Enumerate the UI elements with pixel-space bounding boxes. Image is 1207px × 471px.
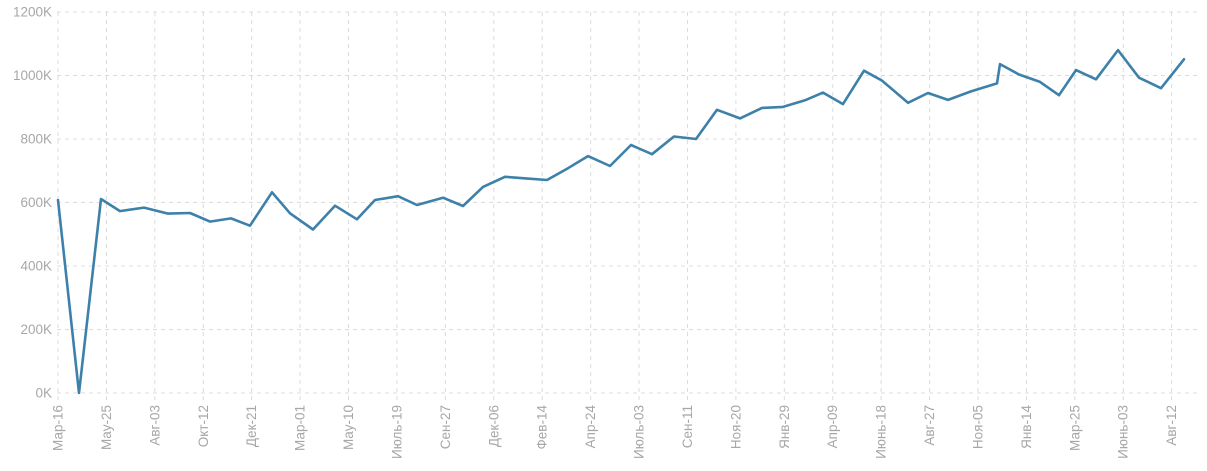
x-tick-label: May-25 bbox=[99, 405, 114, 450]
x-tick-label: Сен-27 bbox=[438, 405, 453, 449]
x-tick-label: Янв-14 bbox=[1019, 405, 1034, 449]
y-tick-label: 0K bbox=[35, 386, 52, 401]
x-tick-label: May-10 bbox=[341, 405, 356, 450]
x-tick-label: Авг-03 bbox=[147, 405, 162, 446]
data-series bbox=[56, 48, 1186, 395]
y-tick-label: 800K bbox=[20, 132, 52, 147]
x-tick-label: Апр-09 bbox=[825, 405, 840, 448]
y-tick-label: 600K bbox=[20, 195, 52, 210]
series-line[interactable] bbox=[56, 48, 1186, 395]
x-tick-label: Окт-12 bbox=[196, 405, 211, 447]
x-axis-tick-labels: Мар-16 May-25 Авг-03 Окт-12 Дек-21 Мар-01 May-… bbox=[51, 405, 1180, 459]
x-tick-label: Авг-12 bbox=[1164, 405, 1179, 446]
y-tick-label: 1000K bbox=[13, 68, 52, 83]
y-tick-label: 1200K bbox=[13, 5, 52, 20]
x-tick-label: Мар-16 bbox=[51, 405, 66, 451]
x-tick-label: Фев-14 bbox=[535, 405, 550, 450]
x-tick-label: Авг-27 bbox=[922, 405, 937, 446]
x-tick-label: Июль-03 bbox=[632, 405, 647, 459]
x-tick-label: Мар-01 bbox=[293, 405, 308, 451]
x-tick-label: Сен-11 bbox=[680, 405, 695, 448]
horizontal-gridlines bbox=[57, 11, 1198, 394]
x-tick-label: Июнь-18 bbox=[874, 405, 889, 459]
x-tick-label: Ноя-20 bbox=[728, 405, 743, 449]
x-tick-label: Дек-21 bbox=[244, 405, 259, 447]
x-tick-label: Янв-29 bbox=[777, 405, 792, 449]
y-tick-label: 400K bbox=[20, 259, 52, 274]
y-axis-tick-labels: 0K 200K 400K 600K 800K 1000K 1200K bbox=[13, 5, 52, 401]
y-tick-label: 200K bbox=[20, 322, 52, 337]
vertical-gridlines bbox=[57, 12, 1173, 400]
x-tick-label: Июль-19 bbox=[389, 405, 404, 459]
x-tick-label: Мар-25 bbox=[1067, 405, 1082, 451]
x-tick-label: Апр-24 bbox=[583, 405, 598, 449]
x-tick-label: Ноя-05 bbox=[970, 405, 985, 449]
x-tick-label: Июнь-03 bbox=[1116, 405, 1131, 459]
x-tick-label: Дек-06 bbox=[486, 405, 501, 447]
